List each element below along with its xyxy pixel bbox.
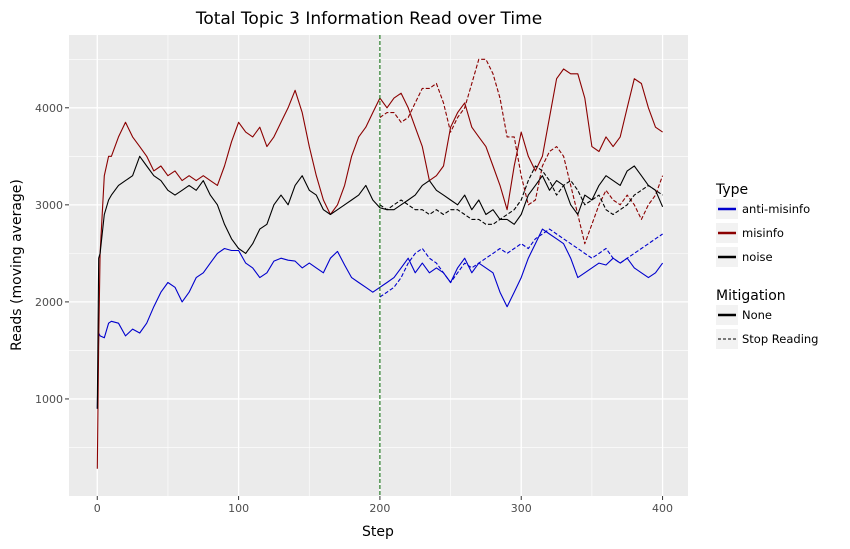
legend-type-title: Type bbox=[715, 182, 748, 198]
y-tick-label: 2000 bbox=[35, 296, 63, 309]
x-tick-label: 200 bbox=[369, 502, 390, 515]
series-line-noise-stop-reading bbox=[379, 165, 663, 225]
legend-type-entries: anti-misinfo misinfo noise bbox=[716, 199, 810, 267]
x-axis-title: Step bbox=[362, 524, 394, 540]
plot-panel bbox=[69, 35, 688, 496]
series-line-misinfo-none bbox=[96, 68, 663, 469]
legend-label-misinfo: misinfo bbox=[742, 226, 784, 240]
series-line-noise-none bbox=[96, 155, 664, 409]
series-line-anti-misinfo-stop-reading bbox=[379, 228, 663, 298]
y-tick-label: 1000 bbox=[35, 393, 63, 406]
chart-title: Total Topic 3 Information Read over Time bbox=[195, 9, 542, 29]
y-axis-title: Reads (moving average) bbox=[9, 179, 25, 351]
legend-label-noise: noise bbox=[742, 250, 773, 264]
major-gridlines bbox=[69, 35, 688, 496]
legend: Type anti-misinfo misinfo noise Mitigation… bbox=[715, 182, 818, 349]
legend-mitigation-entries: None Stop Reading bbox=[716, 305, 818, 349]
legend-label-anti-misinfo: anti-misinfo bbox=[742, 202, 810, 216]
y-tick-label: 3000 bbox=[35, 199, 63, 212]
legend-key-bg bbox=[716, 329, 738, 349]
series-line-anti-misinfo-none bbox=[96, 228, 664, 409]
y-tick-label: 4000 bbox=[35, 102, 63, 115]
x-tick-label: 100 bbox=[228, 502, 249, 515]
x-tick-label: 0 bbox=[94, 502, 101, 515]
legend-label-none: None bbox=[742, 308, 772, 322]
series-lines bbox=[96, 58, 664, 469]
legend-label-stop-reading: Stop Reading bbox=[742, 332, 818, 346]
y-axis-ticks: 1000 2000 3000 4000 bbox=[35, 102, 69, 406]
x-tick-label: 300 bbox=[511, 502, 532, 515]
x-axis-ticks: 0 100 200 300 400 bbox=[94, 496, 673, 515]
legend-mitigation-title: Mitigation bbox=[716, 288, 786, 304]
series-line-misinfo-stop-reading bbox=[379, 58, 664, 245]
x-tick-label: 400 bbox=[652, 502, 673, 515]
